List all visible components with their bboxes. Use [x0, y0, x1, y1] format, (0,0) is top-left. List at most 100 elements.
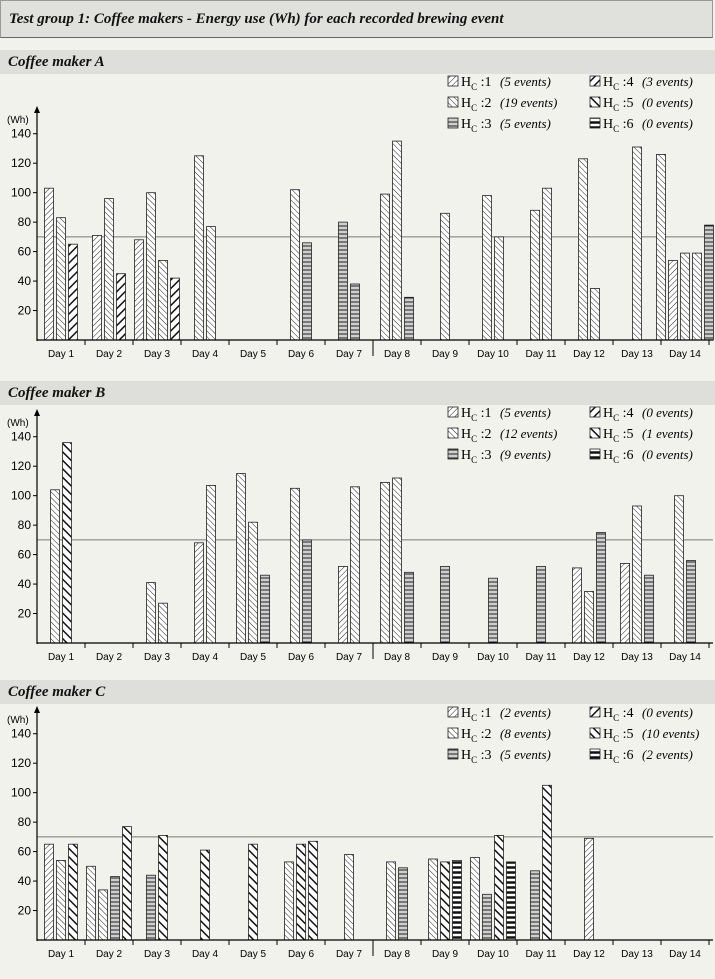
- bar-hc2: [578, 158, 588, 341]
- y-tick-label: 20: [18, 304, 32, 318]
- legend-events: (5 events): [500, 74, 551, 89]
- y-tick-label: 60: [18, 845, 32, 859]
- x-tick-label: Day 7: [336, 652, 363, 663]
- bar-hc2: [392, 477, 402, 644]
- x-tick-label: Day 11: [526, 652, 557, 663]
- x-tick-label: Day 13: [621, 349, 653, 360]
- x-tick-label: Day 8: [384, 349, 411, 360]
- legend-events: (3 events): [642, 74, 693, 89]
- x-tick-label: Day 9: [432, 949, 459, 960]
- legend-item-hc3: HC :3 (5 events): [447, 747, 551, 765]
- bar-hc2: [392, 140, 402, 341]
- y-tick-label: 120: [11, 459, 31, 473]
- legend-events: (9 events): [500, 447, 551, 462]
- legend-label: HC :3: [461, 748, 492, 765]
- legend-swatch: [447, 706, 459, 718]
- bar-hc3: [110, 876, 120, 941]
- legend-events: (8 events): [500, 726, 551, 741]
- y-tick-label: 40: [18, 874, 32, 888]
- y-tick-label: 80: [18, 815, 32, 829]
- bar-hc5: [308, 840, 318, 941]
- bar-hc3: [260, 574, 270, 644]
- x-tick-label: Day 10: [477, 349, 509, 360]
- bar-hc1: [92, 234, 102, 341]
- x-tick-label: Day 6: [288, 349, 315, 360]
- x-tick-label: Day 12: [573, 652, 605, 663]
- legend-label: HC :5: [603, 427, 634, 444]
- bar-hc3: [404, 296, 414, 341]
- y-tick-label: 20: [18, 607, 32, 621]
- bar-hc2: [674, 495, 684, 644]
- legend-label: HC :3: [461, 117, 492, 134]
- bar-hc3: [302, 539, 312, 644]
- y-tick-label: 60: [18, 245, 32, 259]
- y-tick-label: 120: [11, 156, 31, 170]
- bar-hc2: [632, 146, 642, 341]
- y-tick-label: 20: [18, 904, 32, 918]
- y-axis-label: (Wh): [7, 418, 29, 429]
- bar-hc3: [536, 566, 546, 644]
- bar-hc3: [350, 283, 360, 341]
- x-tick-label: Day 4: [192, 652, 219, 663]
- bar-hc1: [620, 563, 630, 644]
- bar-hc4: [68, 243, 78, 341]
- legend-label: HC :6: [603, 448, 634, 465]
- legend-label: HC :1: [461, 75, 492, 92]
- legend-events: (19 events): [500, 95, 557, 110]
- chart-0: (Wh) 20 40 60 80 100 120 140 Day 1 Day 2 Day 3 Day …: [7, 74, 714, 360]
- y-tick-label: 40: [18, 577, 32, 591]
- x-tick-label: Day 7: [336, 949, 363, 960]
- legend-label: HC :2: [461, 427, 492, 444]
- legend-item-hc1: HC :1 (5 events): [447, 74, 551, 92]
- bar-hc2: [56, 217, 66, 341]
- legend-item-hc5: HC :5 (10 events): [589, 726, 699, 744]
- x-tick-label: Day 2: [96, 949, 123, 960]
- bar-hc2: [206, 484, 216, 644]
- legend-events: (1 events): [642, 426, 693, 441]
- bar-hc3: [146, 874, 156, 941]
- bar-hc3: [530, 870, 540, 941]
- legend-label: HC :5: [603, 96, 634, 113]
- bar-hc5: [248, 843, 258, 941]
- legend-swatch: [447, 117, 459, 129]
- legend-events: (12 events): [500, 426, 557, 441]
- legend-events: (0 events): [642, 116, 693, 131]
- x-tick-label: Day 6: [288, 949, 315, 960]
- bar-hc5: [440, 861, 450, 941]
- y-axis-arrow: [34, 106, 40, 113]
- bar-hc6: [506, 861, 516, 941]
- bar-hc2: [290, 487, 300, 644]
- panel-header-a: Coffee maker A: [0, 50, 715, 74]
- bar-hc1: [194, 542, 204, 644]
- bar-hc3: [488, 577, 498, 644]
- y-tick-label: 120: [11, 756, 31, 770]
- legend-swatch: [447, 448, 459, 460]
- y-tick-label: 140: [11, 127, 31, 141]
- bar-hc1: [668, 259, 678, 341]
- bar-hc2: [158, 259, 168, 341]
- x-tick-label: Day 3: [144, 949, 171, 960]
- page-title-bar: Test group 1: Coffee makers - Energy use…: [0, 0, 713, 38]
- x-tick-label: Day 1: [48, 949, 75, 960]
- panel-title-a: Coffee maker A: [8, 54, 105, 70]
- bar-hc2: [104, 198, 114, 341]
- bar-hc1: [338, 566, 348, 644]
- bar-hc3: [686, 560, 696, 644]
- legend-events: (5 events): [500, 405, 551, 420]
- x-tick-label: Day 7: [336, 349, 363, 360]
- bar-hc2: [380, 481, 390, 644]
- legend-item-hc1: HC :1 (5 events): [447, 405, 551, 423]
- legend-events: (0 events): [642, 705, 693, 720]
- bar-hc4: [170, 277, 180, 341]
- bar-hc4: [116, 273, 126, 341]
- y-axis-arrow: [34, 409, 40, 416]
- x-tick-label: Day 2: [96, 349, 123, 360]
- x-tick-label: Day 8: [384, 949, 411, 960]
- legend-events: (0 events): [642, 405, 693, 420]
- x-tick-label: Day 5: [240, 949, 267, 960]
- legend-swatch: [589, 448, 601, 460]
- legend-swatch: [589, 706, 601, 718]
- panel-title-b: Coffee maker B: [8, 385, 106, 401]
- bar-hc2: [440, 212, 450, 341]
